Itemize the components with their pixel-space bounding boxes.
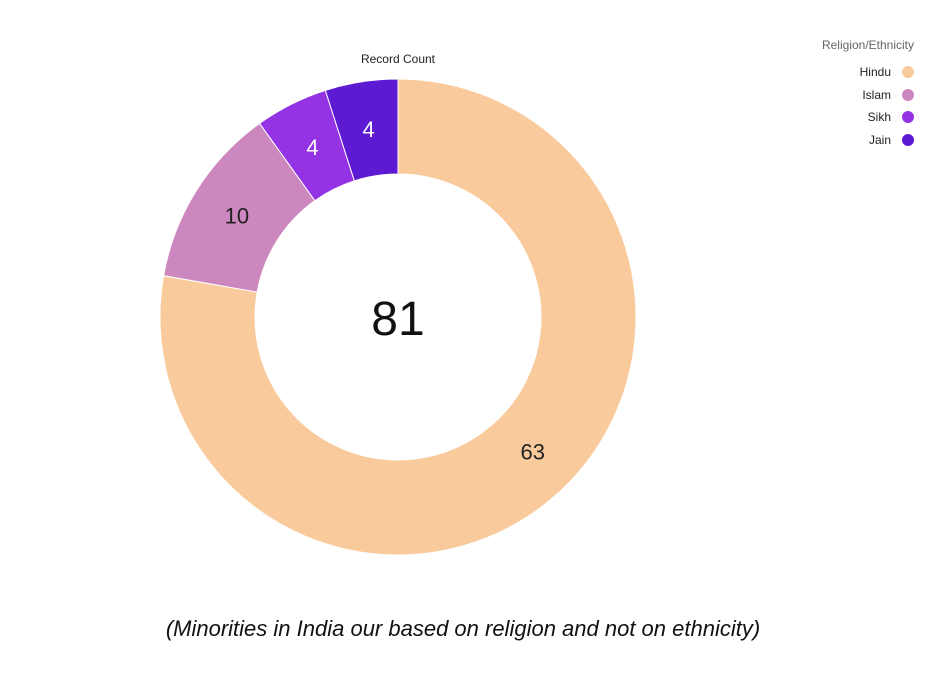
legend-item-hindu[interactable]: Hindu	[822, 61, 914, 84]
legend-swatch-hindu	[902, 66, 914, 79]
slice-label-sikh: 4	[306, 135, 318, 160]
donut-slice-labels: 63 10 4 4	[225, 117, 545, 465]
legend-item-label: Sikh	[867, 110, 891, 125]
legend-item-jain[interactable]: Jain	[822, 129, 914, 152]
chart-caption: (Minorities in India our based on religi…	[165, 616, 761, 641]
slice-label-islam: 10	[225, 203, 249, 228]
legend-item-sikh[interactable]: Sikh	[822, 106, 914, 129]
legend-swatch-islam	[902, 88, 914, 101]
legend-title: Religion/Ethnicity	[821, 38, 914, 52]
legend-items: Hindu Islam Sikh Jain	[822, 61, 914, 151]
center-total-label: 81	[371, 293, 424, 346]
legend: Religion/Ethnicity Hindu Islam Sikh Jain	[822, 38, 914, 151]
slice-label-hindu: 63	[520, 440, 544, 465]
slice-hindu[interactable]	[159, 78, 637, 556]
donut-slices	[159, 78, 637, 556]
slice-jain[interactable]	[324, 78, 399, 182]
slice-label-jain: 4	[362, 117, 374, 142]
chart-title: Record Count	[361, 52, 436, 66]
legend-item-label: Jain	[868, 132, 891, 147]
legend-swatch-sikh	[902, 111, 914, 124]
legend-item-islam[interactable]: Islam	[822, 84, 914, 107]
legend-item-label: Hindu	[859, 65, 891, 80]
legend-swatch-jain	[902, 133, 914, 146]
legend-item-label: Islam	[862, 87, 891, 102]
